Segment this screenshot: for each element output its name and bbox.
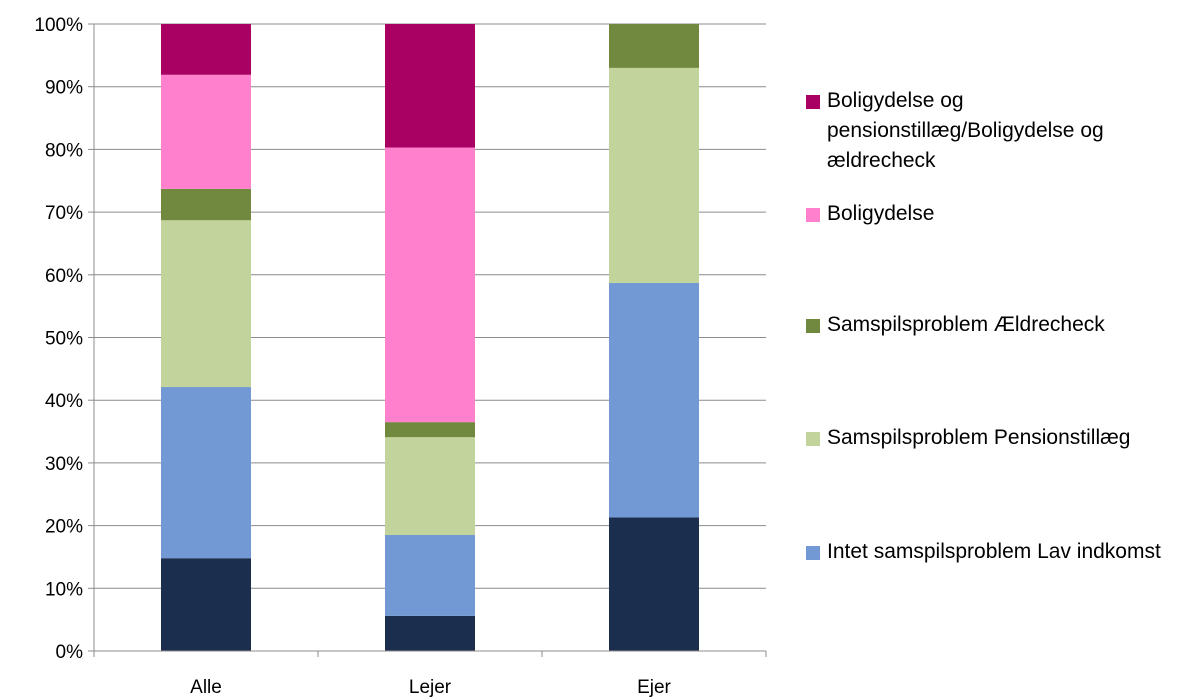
bar-segment-lejer-0 [385, 615, 475, 651]
y-tick-label: 60% [45, 266, 83, 287]
legend-swatch [806, 432, 820, 446]
y-tick-label: 100% [34, 15, 83, 36]
legend-label: Samspilsproblem Pensionstillæg [827, 426, 1131, 449]
bar-segment-alle-5 [161, 24, 251, 75]
y-tick-label: 40% [45, 391, 83, 412]
x-tick-label: Alle [190, 677, 222, 698]
legend-item: Intet samspilsproblem Lav indkomst [806, 540, 1178, 567]
legend-label: Boligydelse og pensionstillæg/Boligydels… [827, 89, 1104, 172]
bar-segment-lejer-1 [385, 535, 475, 616]
legend-item: Samspilsproblem Pensionstillæg [806, 426, 1178, 453]
y-tick-label: 70% [45, 203, 83, 224]
y-tick-label: 90% [45, 78, 83, 99]
x-tick-label: Ejer [637, 677, 671, 698]
bar-segment-lejer-4 [385, 147, 475, 423]
y-tick-label: 30% [45, 454, 83, 475]
bar-segment-alle-2 [161, 220, 251, 388]
bar-segment-alle-4 [161, 74, 251, 189]
legend-item: Boligydelse og pensionstillæg/Boligydels… [806, 89, 1178, 176]
legend-swatch [806, 208, 820, 222]
y-tick-label: 80% [45, 140, 83, 161]
legend-item: Samspilsproblem Ældrecheck [806, 313, 1178, 340]
legend-item: Boligydelse [806, 202, 1178, 229]
legend-label: Intet samspilsproblem Lav indkomst [827, 540, 1161, 563]
x-axis-tick-labels: Alle Lejer Ejer [190, 677, 671, 698]
y-tick-label: 0% [56, 642, 84, 663]
axes [88, 23, 767, 657]
bar-stacks [161, 24, 699, 651]
legend-swatch [806, 546, 820, 560]
bar-segment-lejer-3 [385, 422, 475, 438]
bar-segment-alle-0 [161, 558, 251, 651]
bar-segment-alle-3 [161, 188, 251, 221]
legend-label: Boligydelse [827, 202, 935, 225]
bar-segment-ejer-0 [609, 517, 699, 651]
legend-label: Samspilsproblem Ældrecheck [827, 313, 1105, 336]
bar-segment-ejer-3 [609, 24, 699, 68]
legend-swatch [806, 319, 820, 333]
bar-segment-alle-1 [161, 387, 251, 559]
bar-segment-ejer-2 [609, 67, 699, 283]
x-tick-label: Lejer [409, 677, 452, 698]
bar-segment-lejer-5 [385, 24, 475, 148]
y-axis-tick-labels: 0% 10% 20% 30% 40% 50% 60% 70% 80% 90% 100% [34, 15, 83, 663]
legend: Boligydelse og pensionstillæg/Boligydels… [806, 0, 1178, 698]
legend-swatch [806, 95, 820, 109]
y-tick-label: 50% [45, 329, 83, 350]
bar-segment-lejer-2 [385, 437, 475, 536]
y-tick-label: 20% [45, 517, 83, 538]
y-tick-label: 10% [45, 579, 83, 600]
bar-segment-ejer-1 [609, 282, 699, 518]
